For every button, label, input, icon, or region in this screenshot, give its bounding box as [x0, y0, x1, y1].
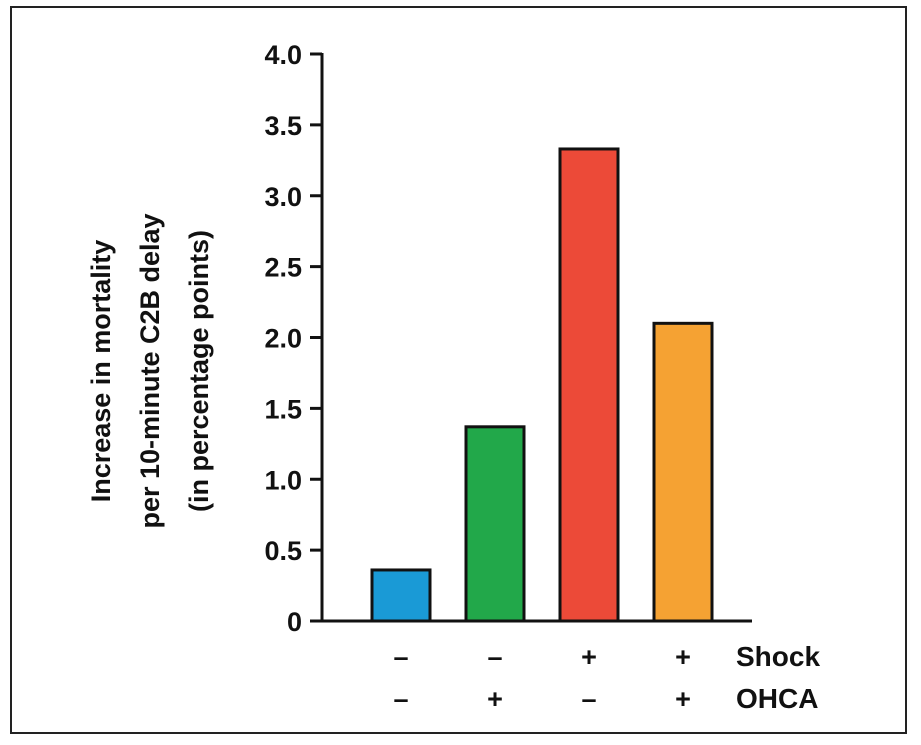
y-tick-label: 0.5: [264, 536, 302, 566]
shock-indicator: +: [675, 642, 691, 672]
y-tick-label: 0: [287, 607, 302, 637]
ohca-indicator: +: [487, 684, 503, 714]
y-axis-label-line-1: Increase in mortality: [86, 240, 116, 503]
shock-row-label: Shock: [736, 641, 820, 672]
ohca-indicator: –: [581, 684, 596, 714]
y-axis-label-line-3: (in percentage points): [184, 230, 214, 512]
figure-frame: [10, 6, 907, 734]
ohca-row-label: OHCA: [736, 683, 818, 714]
ohca-indicator: –: [393, 684, 408, 714]
bar: [558, 147, 620, 623]
shock-indicator: +: [581, 642, 597, 672]
y-tick-label: 2.0: [264, 324, 302, 354]
y-axis-label-line-2: per 10-minute C2B delay: [135, 213, 165, 528]
y-tick-label: 2.5: [264, 253, 302, 283]
y-tick-label: 1.5: [264, 394, 302, 424]
y-tick-label: 3.5: [264, 111, 302, 141]
bar: [652, 321, 714, 623]
bar: [370, 568, 432, 623]
y-tick-label: 1.0: [264, 465, 302, 495]
shock-indicator: –: [393, 642, 408, 672]
y-tick-label: 4.0: [264, 40, 302, 70]
ohca-indicator: +: [675, 684, 691, 714]
shock-indicator: –: [487, 642, 502, 672]
bar: [464, 425, 526, 623]
y-tick-label: 3.0: [264, 182, 302, 212]
